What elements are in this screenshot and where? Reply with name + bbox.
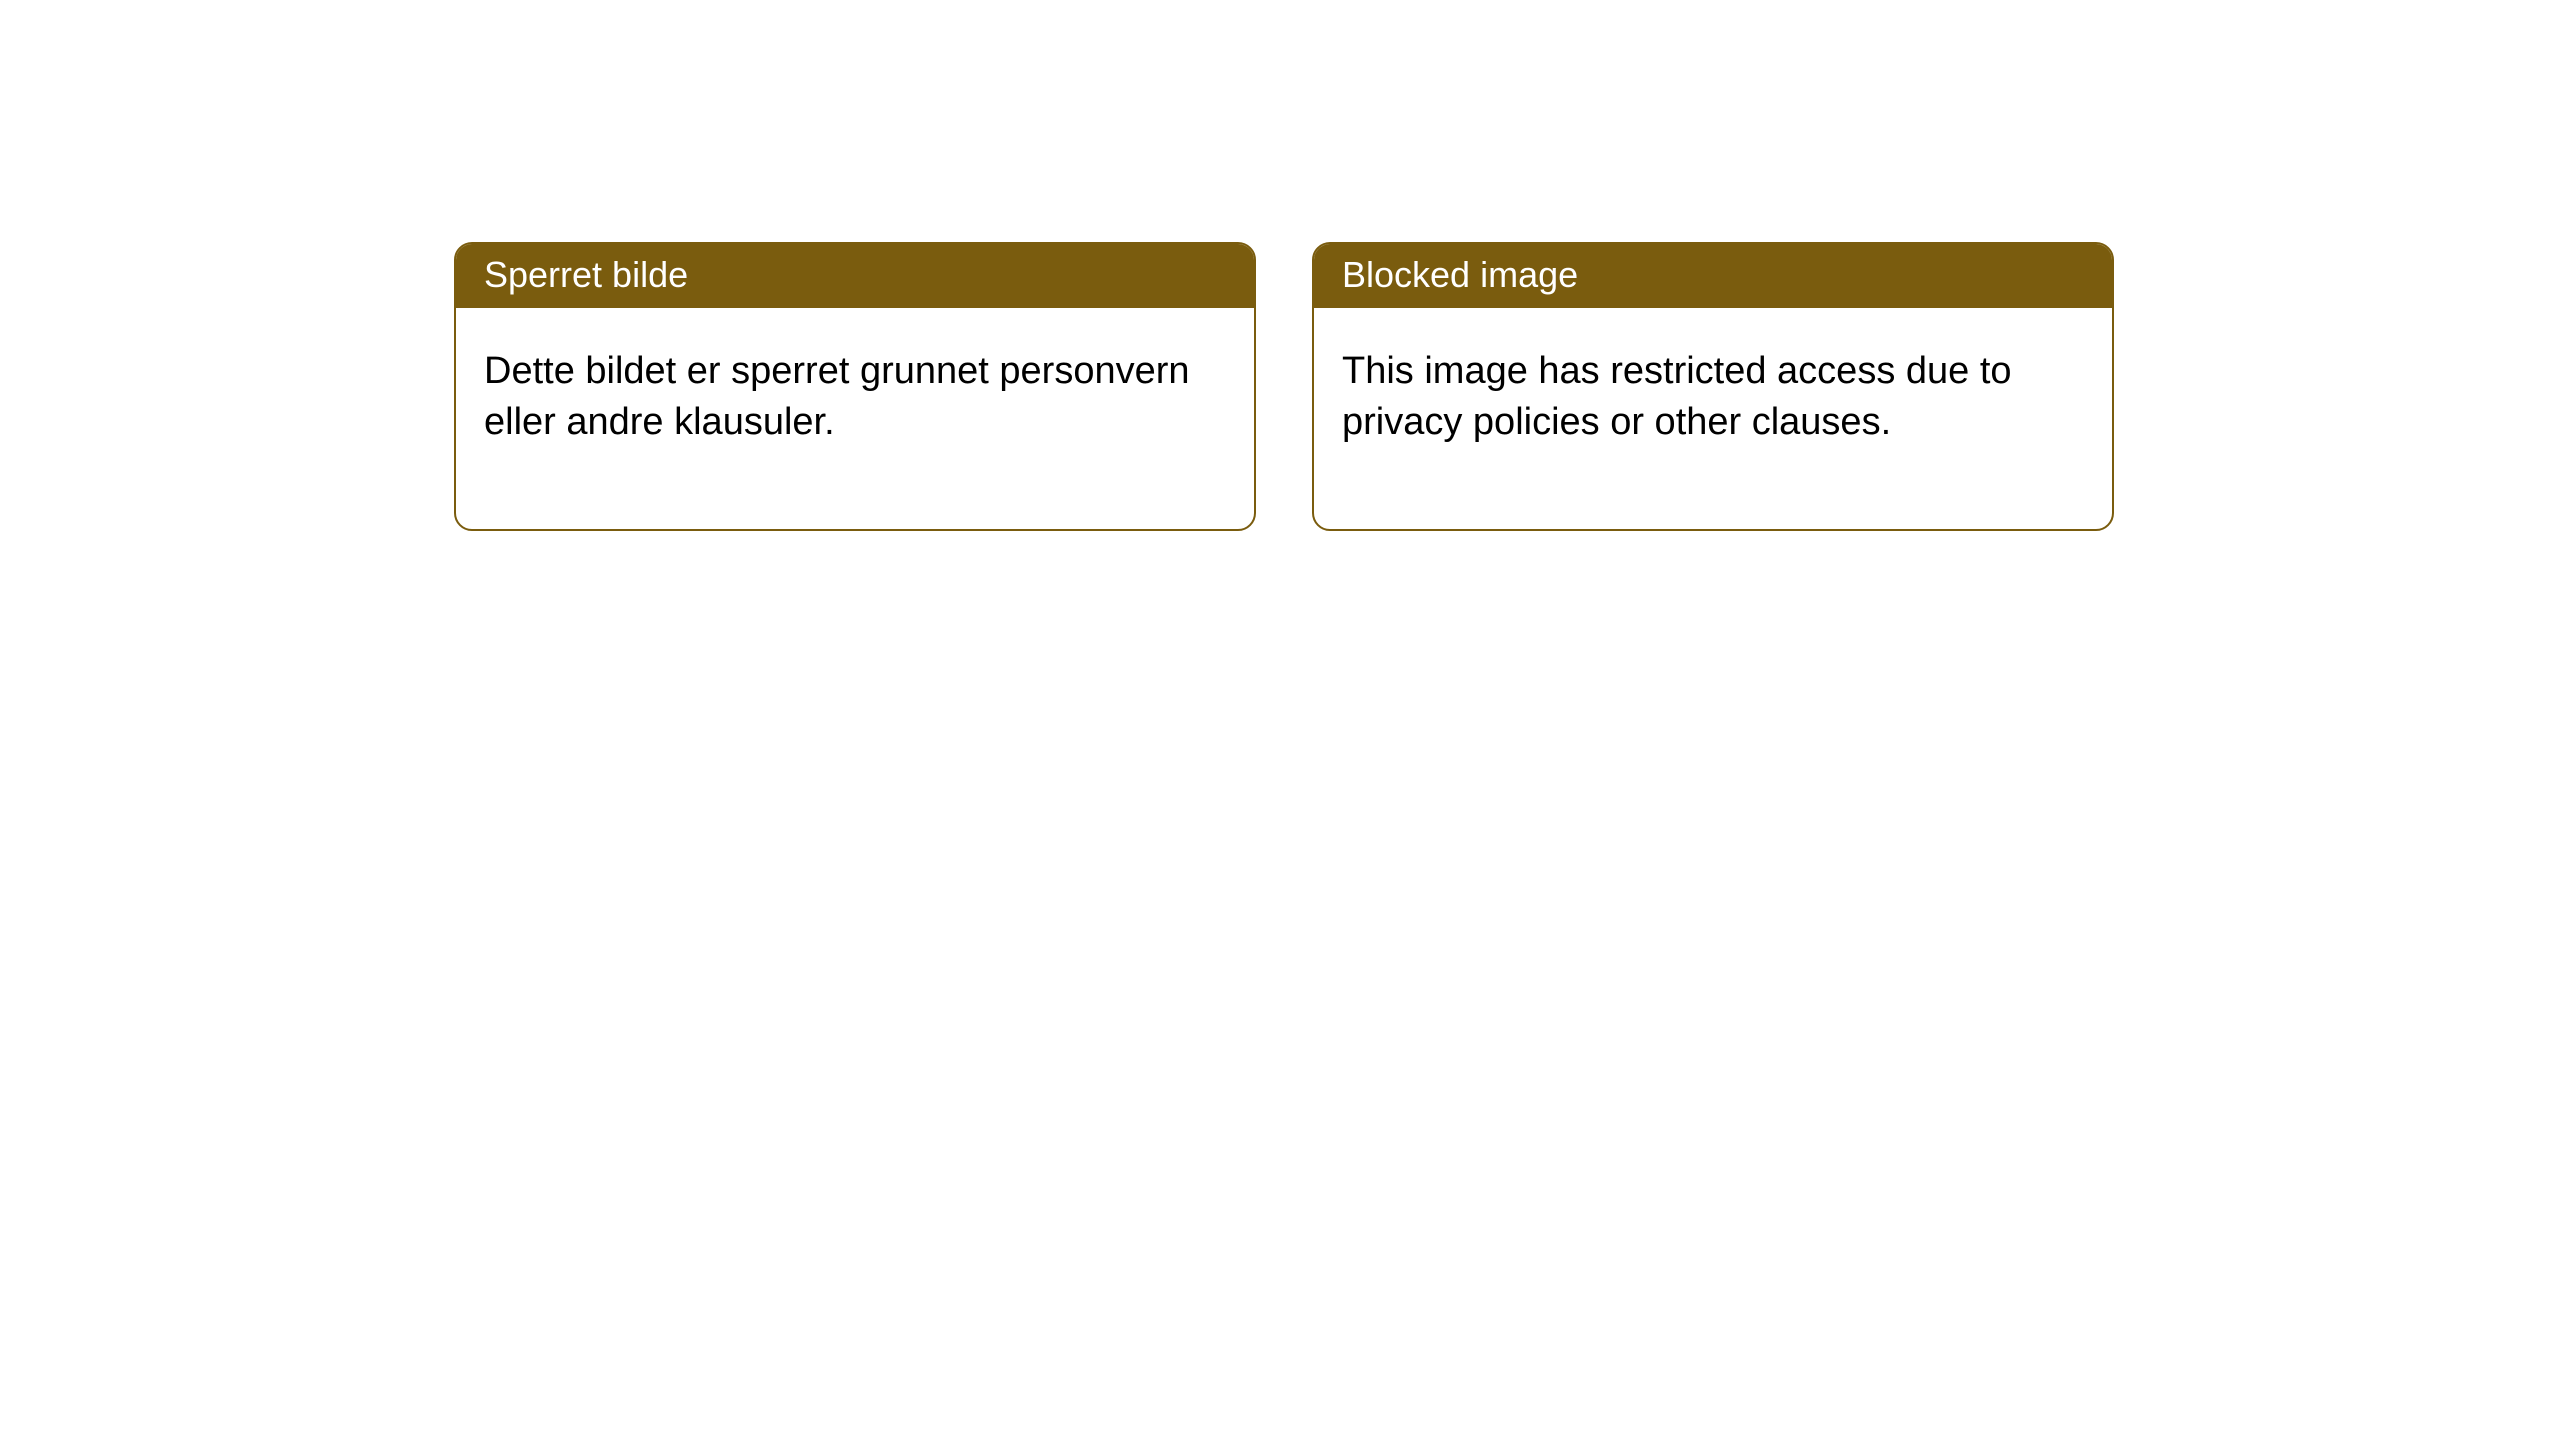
card-body: Dette bildet er sperret grunnet personve… (456, 308, 1254, 529)
notice-container: Sperret bilde Dette bildet er sperret gr… (0, 0, 2560, 531)
card-title: Blocked image (1342, 254, 1578, 295)
card-body-text: Dette bildet er sperret grunnet personve… (484, 350, 1190, 443)
notice-card-norwegian: Sperret bilde Dette bildet er sperret gr… (454, 242, 1256, 531)
card-body: This image has restricted access due to … (1314, 308, 2112, 529)
notice-card-english: Blocked image This image has restricted … (1312, 242, 2114, 531)
card-header: Sperret bilde (456, 244, 1254, 308)
card-header: Blocked image (1314, 244, 2112, 308)
card-body-text: This image has restricted access due to … (1342, 350, 2012, 443)
card-title: Sperret bilde (484, 254, 688, 295)
